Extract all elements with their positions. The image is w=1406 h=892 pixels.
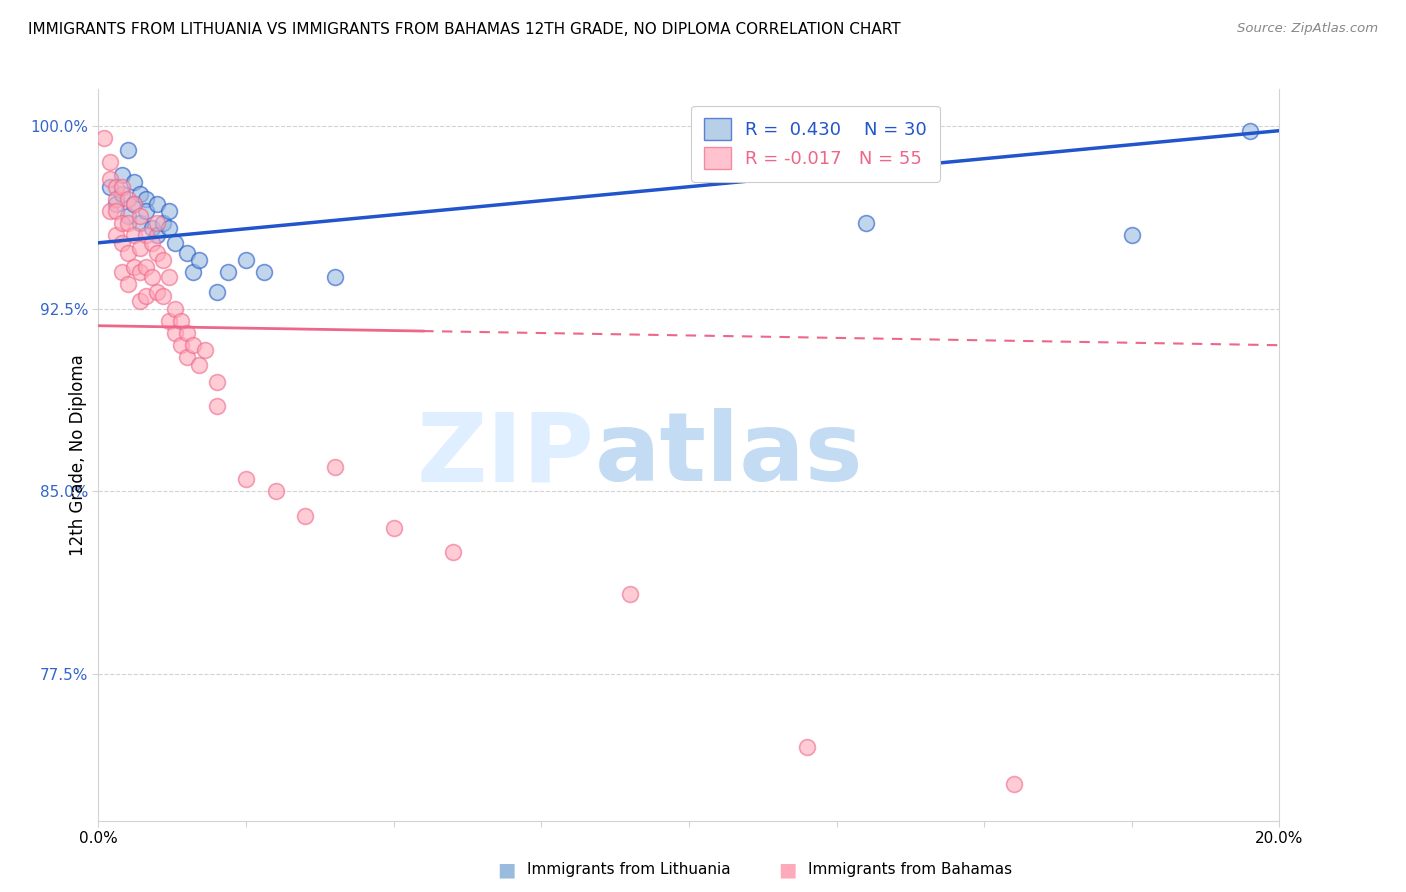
Point (170, 338, 193, 352)
Point (128, 294, 150, 309)
Point (146, 285, 169, 299)
Point (122, 175, 145, 189)
Point (323, 460, 346, 475)
Point (105, 196, 128, 211)
Text: atlas: atlas (595, 409, 863, 501)
Point (217, 265, 239, 279)
Point (165, 301, 187, 316)
Point (128, 216, 150, 230)
Point (152, 252, 174, 267)
Point (98, 204, 121, 219)
Point (98, 172, 121, 186)
Point (122, 196, 145, 211)
Point (157, 269, 180, 284)
Point (146, 196, 169, 211)
Text: IMMIGRANTS FROM LITHUANIA VS IMMIGRANTS FROM BAHAMAS 12TH GRADE, NO DIPLOMA CORR: IMMIGRANTS FROM LITHUANIA VS IMMIGRANTS … (28, 22, 901, 37)
Text: ■: ■ (496, 860, 516, 880)
Point (619, 587, 641, 601)
Point (105, 228, 128, 243)
Point (105, 179, 128, 194)
Point (152, 289, 174, 303)
Text: Immigrants from Bahamas: Immigrants from Bahamas (808, 863, 1012, 877)
Point (323, 269, 346, 284)
Point (105, 204, 128, 219)
Point (235, 472, 257, 486)
Point (135, 192, 157, 206)
Point (93, 131, 115, 145)
Point (294, 508, 316, 523)
Point (205, 285, 228, 299)
Point (111, 179, 134, 194)
Point (176, 351, 198, 365)
Point (187, 252, 209, 267)
Point (117, 192, 139, 206)
Point (165, 326, 187, 340)
Point (157, 221, 180, 235)
Point (122, 228, 145, 243)
Point (176, 245, 198, 260)
Text: Source: ZipAtlas.com: Source: ZipAtlas.com (1237, 22, 1378, 36)
Text: Immigrants from Lithuania: Immigrants from Lithuania (527, 863, 731, 877)
Point (181, 265, 204, 279)
Point (181, 338, 204, 352)
Point (146, 228, 169, 243)
Point (157, 314, 180, 328)
Point (117, 143, 139, 157)
Text: ZIP: ZIP (416, 409, 595, 501)
Point (117, 277, 139, 292)
Point (194, 343, 217, 357)
Point (205, 399, 228, 413)
Point (135, 289, 157, 303)
Point (176, 326, 198, 340)
Point (111, 235, 134, 250)
Point (135, 204, 157, 219)
Point (205, 375, 228, 389)
Point (146, 216, 169, 230)
Point (135, 228, 157, 243)
Point (146, 245, 169, 260)
Point (170, 314, 193, 328)
Point (441, 545, 464, 559)
Point (117, 209, 139, 223)
Point (1002, 777, 1025, 791)
Point (117, 216, 139, 230)
Point (1121, 228, 1143, 243)
Legend: R =  0.430    N = 30, R = -0.017   N = 55: R = 0.430 N = 30, R = -0.017 N = 55 (692, 105, 939, 182)
Point (235, 252, 257, 267)
Point (111, 187, 134, 202)
Y-axis label: 12th Grade, No Diploma: 12th Grade, No Diploma (69, 354, 87, 556)
Point (1239, 123, 1261, 137)
Point (105, 192, 128, 206)
Point (382, 521, 405, 535)
Point (796, 740, 818, 755)
Point (128, 241, 150, 255)
Point (98, 155, 121, 169)
Point (855, 216, 877, 230)
Point (187, 358, 209, 372)
Point (135, 260, 157, 275)
Point (264, 484, 287, 499)
Point (152, 216, 174, 230)
Point (141, 221, 163, 235)
Point (117, 245, 139, 260)
Point (141, 235, 163, 250)
Point (253, 265, 276, 279)
Point (141, 269, 163, 284)
Point (122, 260, 145, 275)
Point (122, 196, 145, 211)
Point (128, 187, 150, 202)
Point (165, 235, 187, 250)
Point (111, 216, 134, 230)
Point (111, 265, 134, 279)
Text: ■: ■ (778, 860, 797, 880)
Point (128, 265, 150, 279)
Point (111, 168, 134, 182)
Point (157, 204, 180, 219)
Point (128, 209, 150, 223)
Point (98, 179, 121, 194)
